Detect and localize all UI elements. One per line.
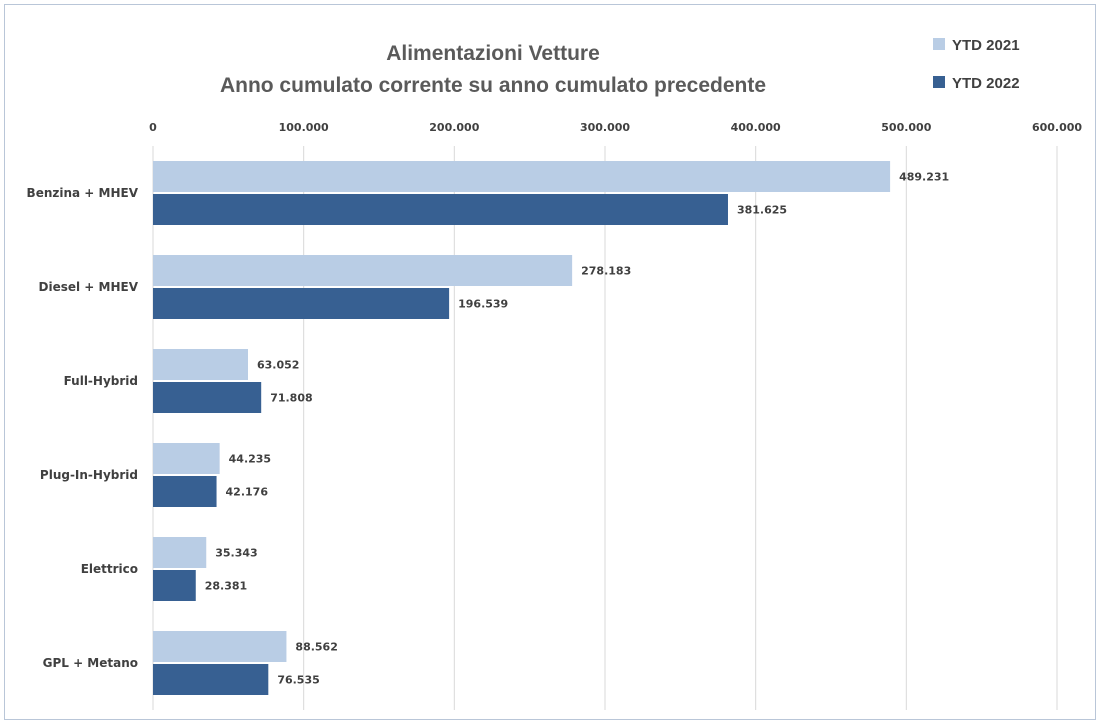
x-tick-label: 200.000 [429,121,479,134]
bar-ytd-2021 [153,161,891,192]
bar-ytd-2022 [153,476,217,507]
legend-swatch-ytd-2022 [933,76,945,88]
category-label: GPL + Metano [43,656,138,670]
bar-ytd-2022 [153,382,262,413]
gridlines [152,146,1058,710]
category-label: Full-Hybrid [64,374,138,388]
bar-ytd-2022 [153,288,450,319]
x-tick-label: 300.000 [580,121,630,134]
bars [153,161,891,695]
x-tick-label: 600.000 [1032,121,1082,134]
x-tick-label: 400.000 [731,121,781,134]
bar-ytd-2021 [153,537,207,568]
bar-ytd-2022 [153,194,728,225]
bar-ytd-2022 [153,570,196,601]
x-axis-ticks: 0 100.000 200.000 300.000 400.000 500.000 600.… [149,121,1082,134]
data-label: 63.052 [257,359,299,372]
data-label: 44.235 [229,453,271,466]
data-label: 88.562 [295,641,337,654]
category-label: Plug-In-Hybrid [40,468,138,482]
data-label: 489.231 [899,171,949,184]
chart-title-line-2: Anno cumulato corrente su anno cumulato … [220,74,766,97]
legend-swatch-ytd-2021 [933,38,945,50]
chart-title-line-1: Alimentazioni Vetture [386,42,600,65]
data-label: 196.539 [458,298,508,311]
data-label: 28.381 [205,580,247,593]
legend-label-ytd-2021: YTD 2021 [952,37,1020,54]
category-label: Elettrico [81,562,138,576]
bar-ytd-2022 [153,664,269,695]
data-label: 278.183 [581,265,631,278]
bar-ytd-2021 [153,631,287,662]
bar-ytd-2021 [153,255,573,286]
data-label: 71.808 [270,392,312,405]
x-tick-label: 100.000 [279,121,329,134]
bar-ytd-2021 [153,443,220,474]
bar-ytd-2021 [153,349,248,380]
data-label: 42.176 [226,486,269,499]
data-label: 381.625 [737,204,787,217]
legend: YTD 2021 YTD 2022 [933,37,1020,92]
x-tick-label: 0 [149,121,157,134]
x-tick-label: 500.000 [881,121,931,134]
category-label: Benzina + MHEV [27,186,139,200]
data-label: 35.343 [215,547,257,560]
category-labels: Benzina + MHEV Diesel + MHEV Full-Hybrid Pl… [27,186,139,670]
data-labels: 489.231 381.625 278.183 196.539 63.052 71.808… [205,171,949,687]
data-label: 76.535 [277,674,319,687]
category-label: Diesel + MHEV [39,280,139,294]
legend-label-ytd-2022: YTD 2022 [952,75,1020,92]
